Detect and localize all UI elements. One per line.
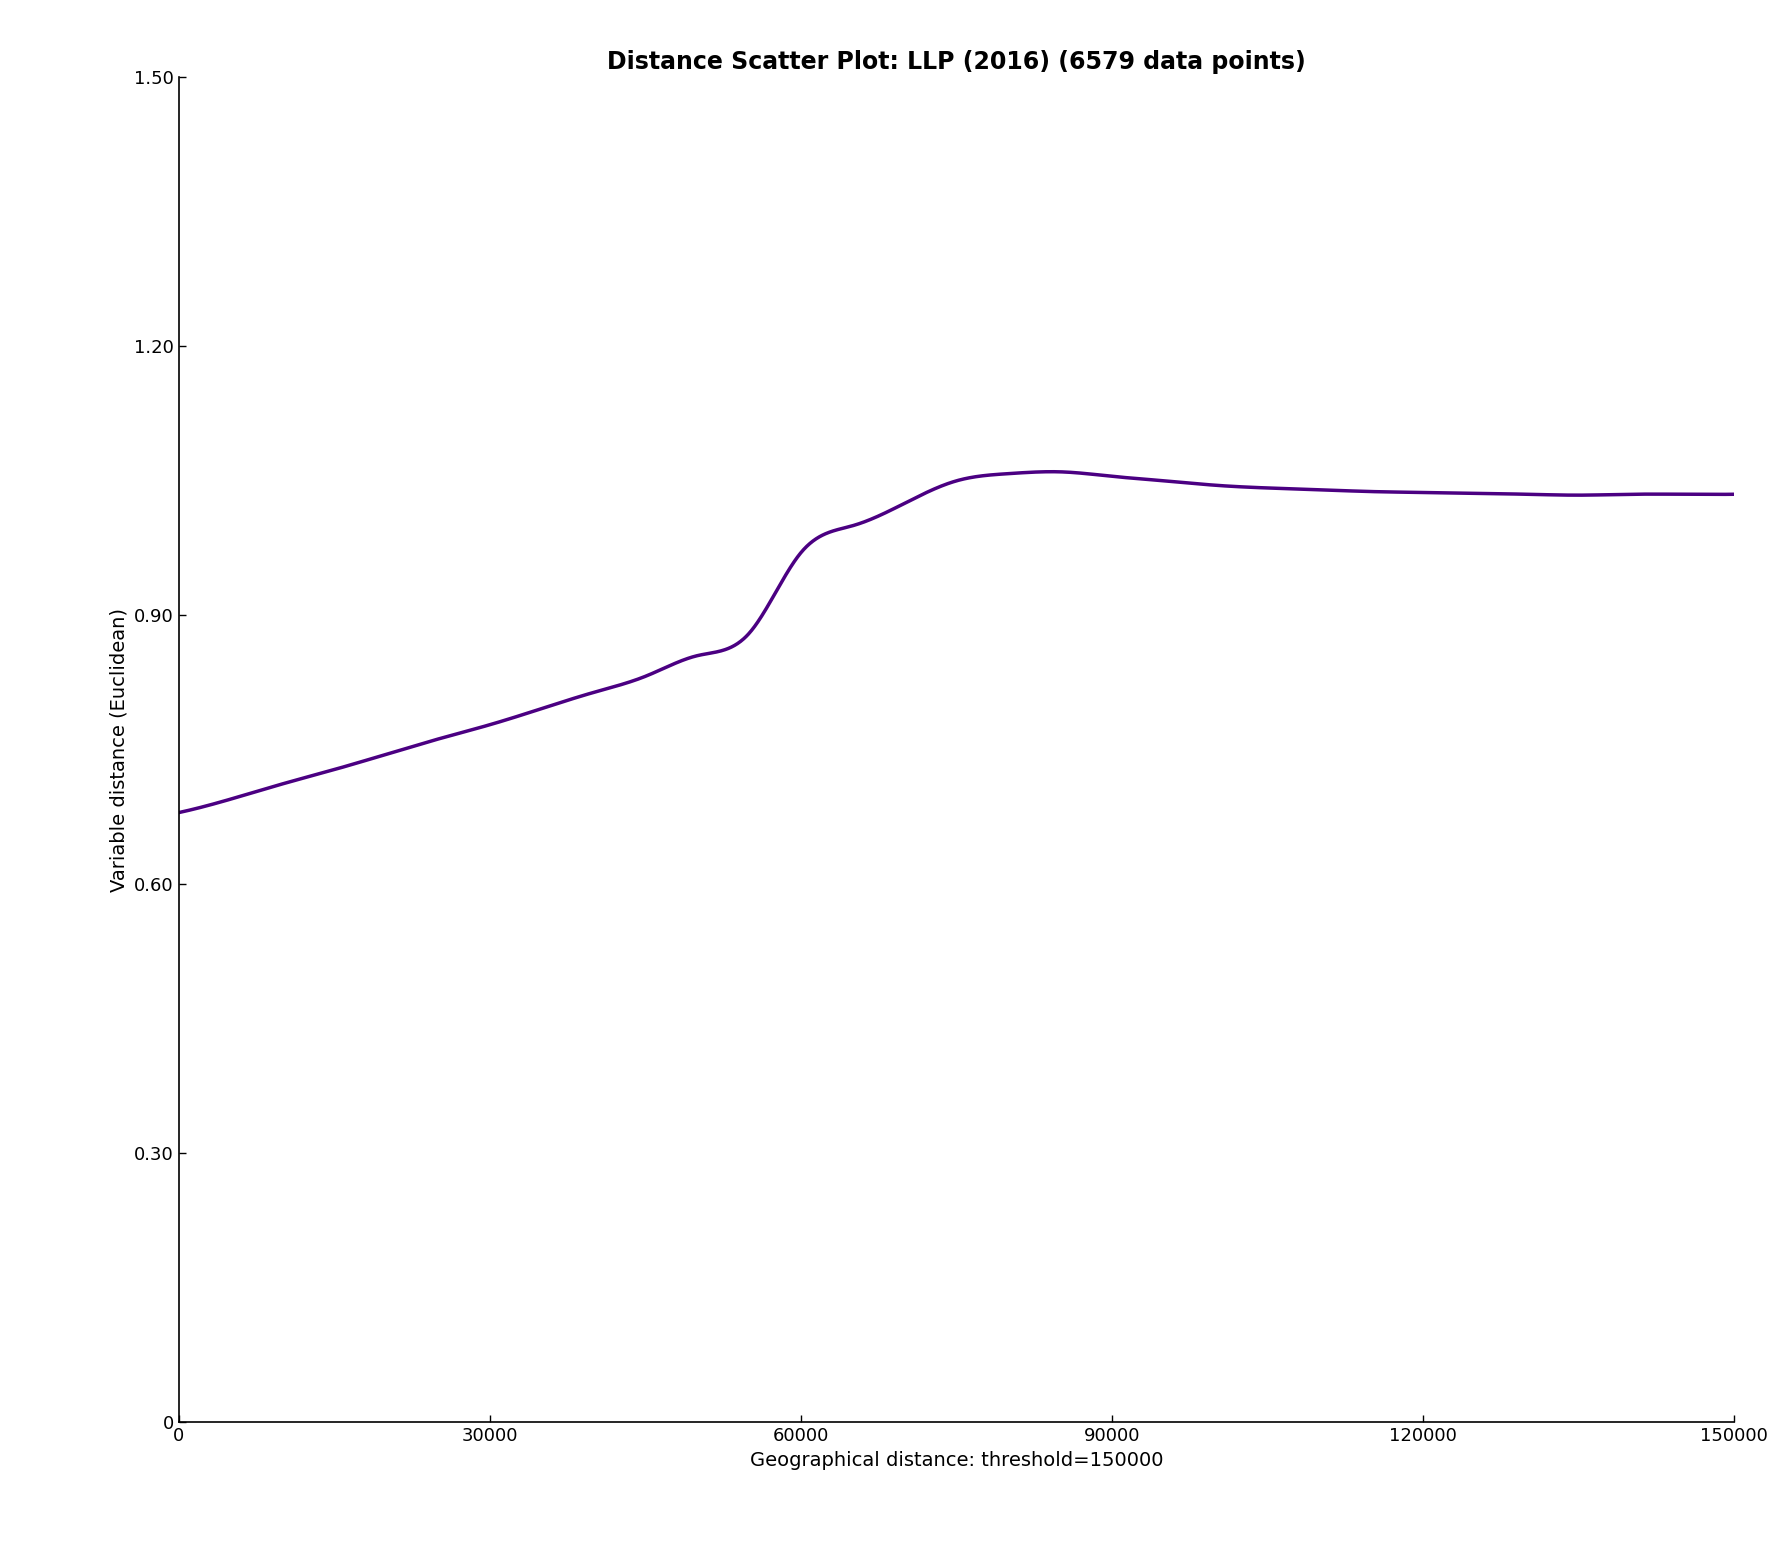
Y-axis label: Variable distance (Euclidean): Variable distance (Euclidean) bbox=[109, 608, 129, 892]
X-axis label: Geographical distance: threshold=150000: Geographical distance: threshold=150000 bbox=[749, 1450, 1164, 1470]
Title: Distance Scatter Plot: LLP (2016) (6579 data points): Distance Scatter Plot: LLP (2016) (6579 … bbox=[608, 49, 1305, 74]
